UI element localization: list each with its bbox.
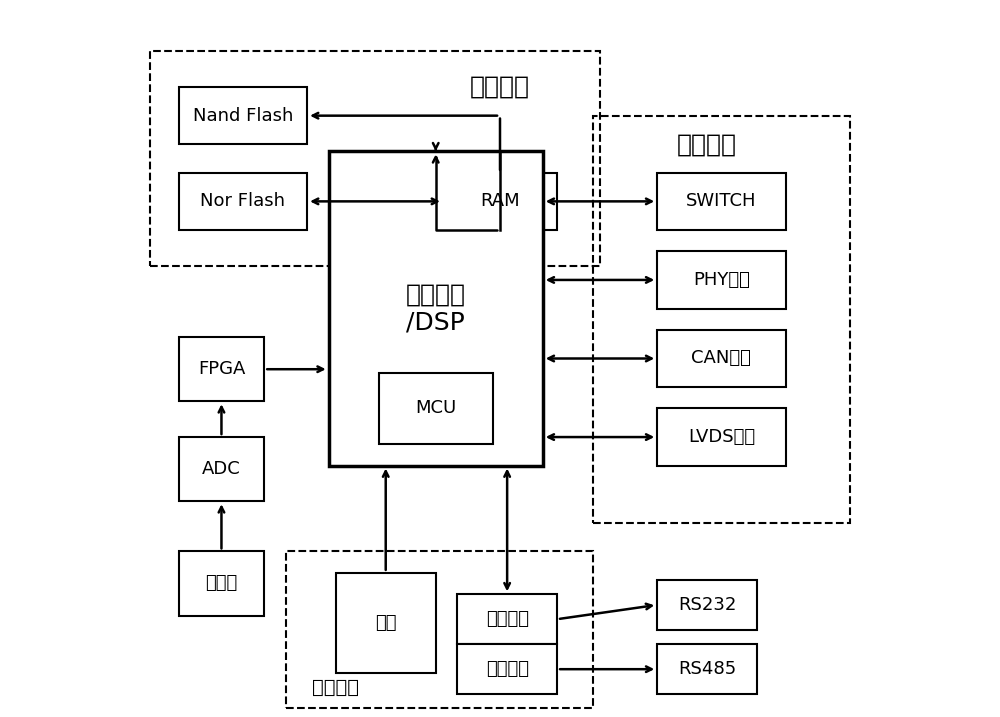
- FancyBboxPatch shape: [336, 573, 436, 673]
- Text: Nand Flash: Nand Flash: [193, 107, 293, 125]
- Text: 隔离芯片: 隔离芯片: [486, 660, 529, 678]
- Text: 高端主控
/DSP: 高端主控 /DSP: [406, 282, 466, 334]
- Text: ADC: ADC: [202, 460, 241, 478]
- FancyBboxPatch shape: [657, 252, 786, 308]
- Text: 通信芯片: 通信芯片: [677, 132, 737, 156]
- Text: RS232: RS232: [678, 596, 736, 614]
- FancyBboxPatch shape: [443, 173, 557, 230]
- FancyBboxPatch shape: [457, 644, 557, 694]
- Text: 存储芯片: 存储芯片: [470, 75, 530, 99]
- FancyBboxPatch shape: [657, 644, 757, 694]
- Text: 基准源: 基准源: [205, 574, 238, 592]
- FancyBboxPatch shape: [657, 330, 786, 387]
- FancyBboxPatch shape: [657, 409, 786, 465]
- Text: Nor Flash: Nor Flash: [200, 192, 285, 210]
- Text: FPGA: FPGA: [198, 360, 245, 378]
- Text: PHY接口: PHY接口: [693, 271, 750, 289]
- Text: 隔离芯片: 隔离芯片: [312, 678, 359, 696]
- FancyBboxPatch shape: [179, 337, 264, 402]
- FancyBboxPatch shape: [329, 151, 543, 465]
- Text: SWITCH: SWITCH: [686, 192, 757, 210]
- Text: MCU: MCU: [415, 399, 456, 417]
- FancyBboxPatch shape: [379, 373, 493, 445]
- FancyBboxPatch shape: [179, 173, 307, 230]
- Text: RAM: RAM: [480, 192, 520, 210]
- Text: 光耦: 光耦: [375, 614, 396, 632]
- FancyBboxPatch shape: [657, 173, 786, 230]
- Text: LVDS接口: LVDS接口: [688, 428, 755, 446]
- FancyBboxPatch shape: [457, 594, 557, 644]
- FancyBboxPatch shape: [179, 87, 307, 144]
- Text: CAN接口: CAN接口: [691, 349, 751, 368]
- FancyBboxPatch shape: [657, 580, 757, 630]
- FancyBboxPatch shape: [179, 437, 264, 501]
- Text: RS485: RS485: [678, 660, 736, 678]
- Text: 隔离电源: 隔离电源: [486, 610, 529, 628]
- FancyBboxPatch shape: [179, 551, 264, 616]
